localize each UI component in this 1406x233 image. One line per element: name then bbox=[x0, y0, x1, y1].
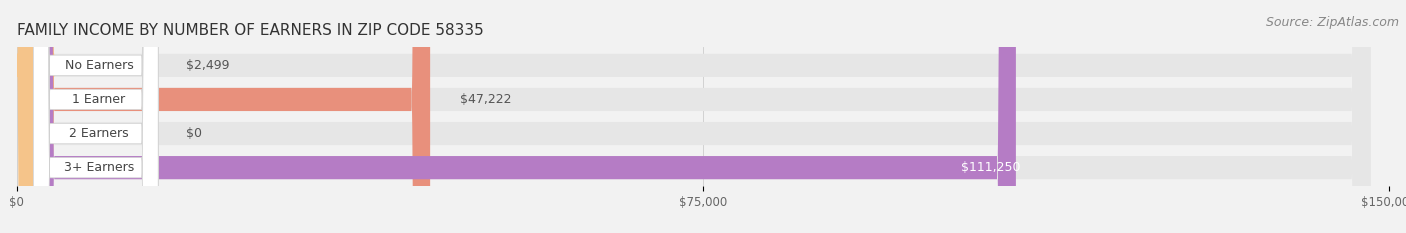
FancyBboxPatch shape bbox=[35, 0, 1017, 233]
Text: 1 Earner: 1 Earner bbox=[72, 93, 125, 106]
FancyBboxPatch shape bbox=[17, 0, 55, 233]
Text: $47,222: $47,222 bbox=[460, 93, 512, 106]
FancyBboxPatch shape bbox=[35, 0, 1371, 233]
FancyBboxPatch shape bbox=[35, 0, 430, 233]
Text: $0: $0 bbox=[186, 127, 201, 140]
Text: Source: ZipAtlas.com: Source: ZipAtlas.com bbox=[1265, 16, 1399, 29]
FancyBboxPatch shape bbox=[35, 0, 1371, 233]
FancyBboxPatch shape bbox=[34, 0, 159, 233]
Text: FAMILY INCOME BY NUMBER OF EARNERS IN ZIP CODE 58335: FAMILY INCOME BY NUMBER OF EARNERS IN ZI… bbox=[17, 24, 484, 38]
FancyBboxPatch shape bbox=[34, 0, 159, 233]
Text: 2 Earners: 2 Earners bbox=[69, 127, 129, 140]
FancyBboxPatch shape bbox=[35, 0, 1371, 233]
FancyBboxPatch shape bbox=[35, 0, 1371, 233]
FancyBboxPatch shape bbox=[34, 0, 159, 233]
Text: $111,250: $111,250 bbox=[962, 161, 1021, 174]
Text: 3+ Earners: 3+ Earners bbox=[63, 161, 134, 174]
FancyBboxPatch shape bbox=[34, 0, 159, 233]
Text: $2,499: $2,499 bbox=[186, 59, 229, 72]
Text: No Earners: No Earners bbox=[65, 59, 134, 72]
